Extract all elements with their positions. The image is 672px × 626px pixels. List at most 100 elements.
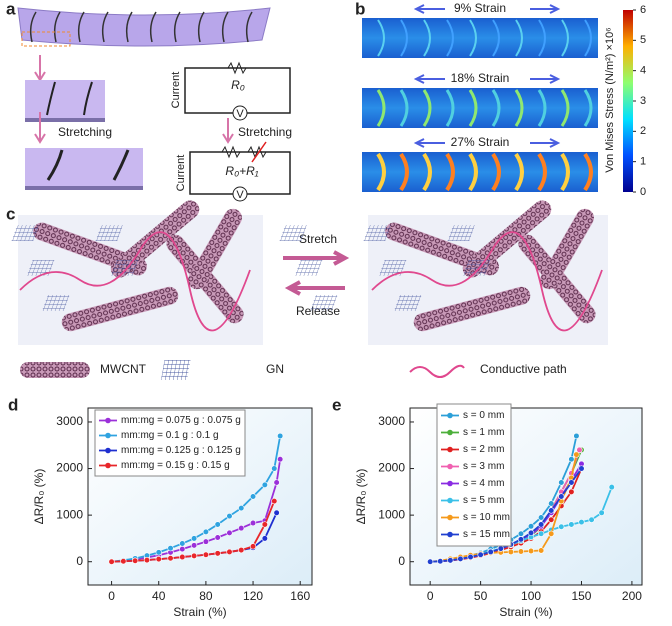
marker bbox=[548, 507, 555, 514]
graphene bbox=[11, 225, 40, 241]
crack bbox=[101, 11, 109, 43]
marker bbox=[538, 530, 545, 537]
marker bbox=[179, 553, 186, 561]
legend-label: s = 1 mm bbox=[463, 427, 504, 438]
legend-icon bbox=[409, 364, 465, 378]
conductive-path bbox=[19, 231, 251, 332]
legend-box bbox=[94, 409, 246, 477]
stress-arc bbox=[514, 89, 524, 127]
x-tick-label: 200 bbox=[622, 589, 642, 603]
marker bbox=[527, 523, 535, 530]
stretch-label: Stretch bbox=[299, 232, 337, 246]
marker bbox=[598, 509, 605, 516]
crack bbox=[149, 11, 157, 43]
graphene bbox=[309, 295, 338, 311]
arrow bbox=[413, 138, 561, 148]
arrow bbox=[283, 250, 350, 266]
legend-marker bbox=[447, 497, 453, 504]
line bbox=[111, 435, 282, 563]
panel-label: b bbox=[355, 0, 365, 18]
resistor bbox=[221, 145, 267, 159]
marker bbox=[261, 521, 268, 528]
marker bbox=[191, 535, 198, 542]
crack bbox=[173, 11, 181, 43]
mwcnt bbox=[110, 200, 200, 278]
stress-arc bbox=[537, 152, 547, 192]
x-tick-label: 160 bbox=[290, 589, 310, 603]
panel-a: a Stretching R₀ V Current Stretching R₀+… bbox=[6, 0, 292, 202]
graphene bbox=[279, 225, 308, 241]
colorbar-tick-label: 5 bbox=[640, 34, 646, 46]
stretch-label: Stretching bbox=[58, 125, 112, 139]
marker bbox=[249, 493, 257, 500]
marker bbox=[576, 446, 583, 454]
marker bbox=[214, 550, 221, 557]
current-label: Current bbox=[170, 72, 182, 109]
x-axis-title: Strain (%) bbox=[173, 605, 226, 619]
marker bbox=[143, 556, 151, 564]
panel-b: b Von Mises Stress (N/m²) ×10⁶ 9% Strain… bbox=[355, 0, 646, 198]
marker bbox=[578, 465, 585, 472]
marker bbox=[517, 530, 525, 537]
line bbox=[430, 468, 583, 563]
stress-arc bbox=[399, 152, 409, 192]
mwcnt bbox=[462, 200, 552, 278]
panel-label: d bbox=[8, 395, 18, 414]
y-tick-label: 0 bbox=[76, 554, 83, 568]
marker bbox=[578, 519, 585, 526]
x-tick-label: 100 bbox=[521, 589, 541, 603]
graphene bbox=[447, 225, 476, 241]
colorbar-label: Von Mises Stress (N/m²) ×10⁶ bbox=[604, 27, 616, 172]
stress-arc bbox=[445, 89, 455, 127]
resistance-label: R₀ bbox=[231, 78, 245, 92]
stress-arc bbox=[468, 152, 478, 192]
y-tick-label: 2000 bbox=[56, 461, 83, 475]
crack bbox=[46, 81, 93, 116]
arrow bbox=[413, 4, 561, 14]
marker bbox=[427, 558, 434, 565]
marker bbox=[179, 546, 186, 553]
marker bbox=[573, 432, 580, 440]
graphene bbox=[26, 260, 55, 276]
marker bbox=[191, 542, 198, 549]
stress-arc bbox=[445, 152, 455, 192]
marker bbox=[568, 521, 575, 528]
graphene bbox=[294, 260, 323, 276]
marker bbox=[226, 548, 233, 556]
legend-label: s = 0 mm bbox=[463, 410, 504, 421]
marker bbox=[447, 557, 454, 564]
marker bbox=[437, 558, 444, 565]
marker bbox=[249, 543, 257, 550]
colorbar-tick-label: 0 bbox=[640, 186, 646, 198]
marker bbox=[202, 551, 209, 558]
stress-arc bbox=[400, 19, 408, 57]
legend-marker bbox=[105, 432, 111, 439]
legend-icon bbox=[20, 362, 90, 378]
legend-box bbox=[436, 403, 512, 547]
crack bbox=[53, 11, 61, 43]
graphene bbox=[393, 295, 422, 311]
stress-arc bbox=[515, 19, 523, 57]
marker bbox=[202, 528, 209, 536]
legend-label: s = 3 mm bbox=[463, 461, 504, 472]
marker bbox=[249, 519, 257, 527]
strain-label: 9% Strain bbox=[454, 1, 506, 15]
marker bbox=[214, 521, 221, 528]
arrow bbox=[222, 118, 234, 144]
marker bbox=[238, 525, 245, 532]
marker bbox=[588, 516, 595, 523]
marker bbox=[517, 536, 525, 543]
stress-arc bbox=[537, 89, 547, 127]
colorbar-tick-label: 2 bbox=[640, 125, 646, 137]
x-tick-label: 120 bbox=[243, 589, 263, 603]
resistance-label: R₀+R₁ bbox=[225, 164, 258, 178]
stress-arc bbox=[399, 89, 409, 127]
stress-arc bbox=[377, 19, 385, 57]
stress-arc bbox=[422, 89, 432, 127]
marker bbox=[517, 548, 525, 555]
marker bbox=[457, 555, 464, 563]
colorbar-tick-label: 1 bbox=[640, 156, 646, 168]
legend-marker bbox=[105, 462, 111, 469]
stress-arc bbox=[560, 152, 570, 192]
